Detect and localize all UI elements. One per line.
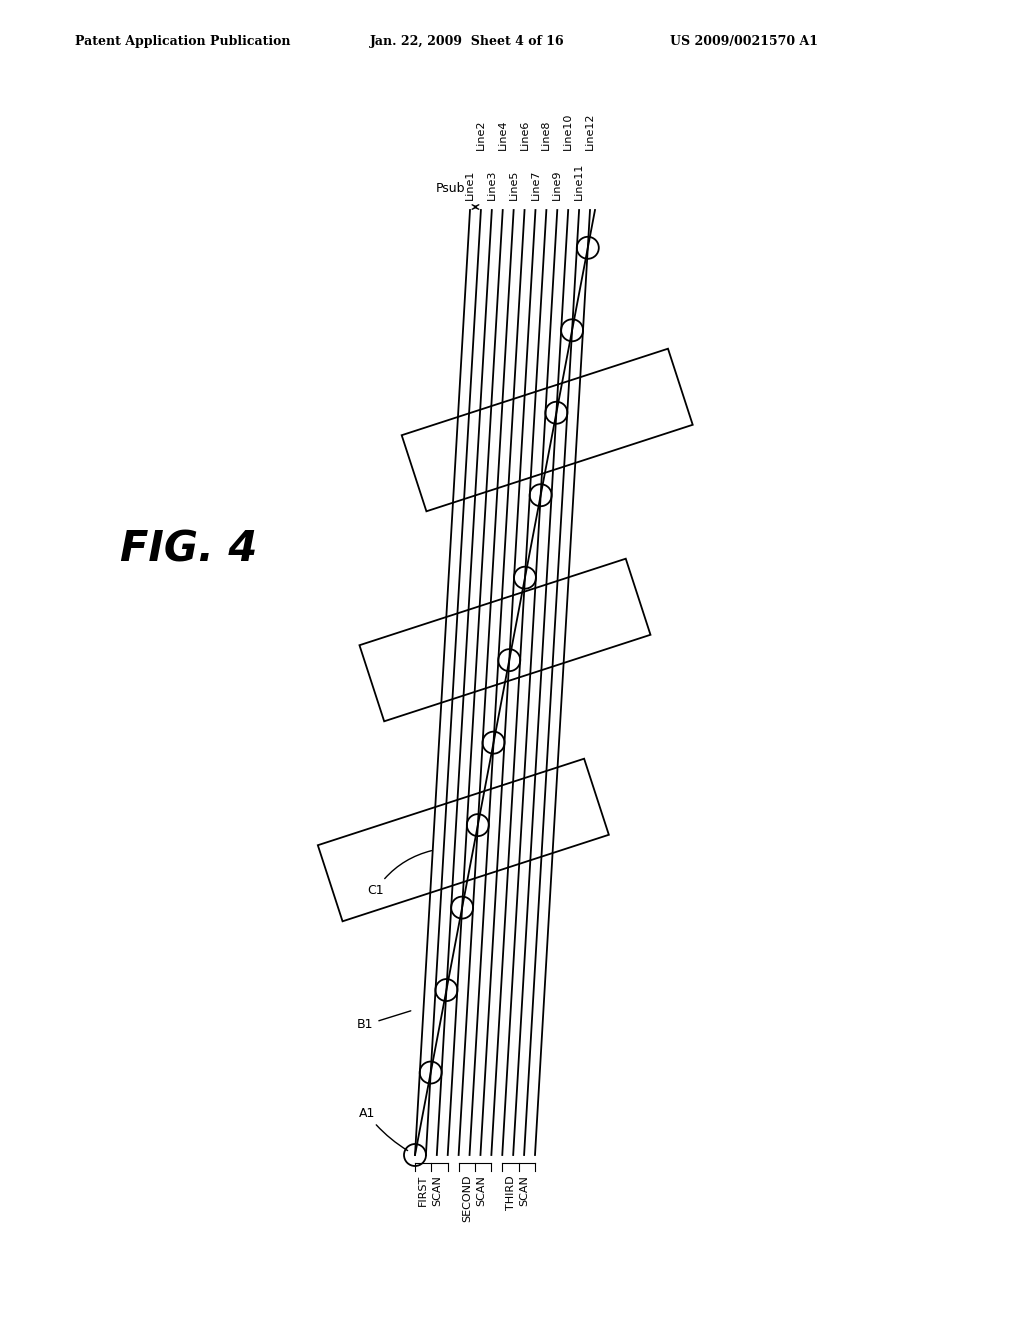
Text: Line9: Line9 — [552, 169, 562, 201]
Text: Line5: Line5 — [509, 170, 518, 201]
Text: THIRD: THIRD — [506, 1175, 516, 1209]
Text: C1: C1 — [368, 850, 431, 896]
Text: US 2009/0021570 A1: US 2009/0021570 A1 — [670, 36, 818, 48]
Text: Line8: Line8 — [542, 120, 551, 150]
Text: Line7: Line7 — [530, 169, 541, 201]
Text: Line1: Line1 — [465, 170, 475, 201]
Text: Line10: Line10 — [563, 112, 573, 150]
Text: B1: B1 — [357, 1011, 411, 1031]
Text: SECOND: SECOND — [462, 1175, 472, 1222]
Text: FIG. 4: FIG. 4 — [120, 529, 257, 572]
Text: SCAN: SCAN — [476, 1175, 486, 1206]
Text: Line4: Line4 — [498, 120, 508, 150]
Text: Patent Application Publication: Patent Application Publication — [75, 36, 291, 48]
Text: Line3: Line3 — [486, 170, 497, 201]
Text: Line12: Line12 — [585, 112, 595, 150]
Text: Line11: Line11 — [574, 162, 584, 201]
Text: Line2: Line2 — [476, 120, 486, 150]
Text: Psub: Psub — [435, 182, 465, 195]
Text: FIRST: FIRST — [419, 1175, 428, 1206]
Text: SCAN: SCAN — [519, 1175, 529, 1206]
Text: Jan. 22, 2009  Sheet 4 of 16: Jan. 22, 2009 Sheet 4 of 16 — [370, 36, 564, 48]
Text: SCAN: SCAN — [432, 1175, 442, 1206]
Text: A1: A1 — [358, 1107, 408, 1151]
Text: Line6: Line6 — [519, 120, 529, 150]
